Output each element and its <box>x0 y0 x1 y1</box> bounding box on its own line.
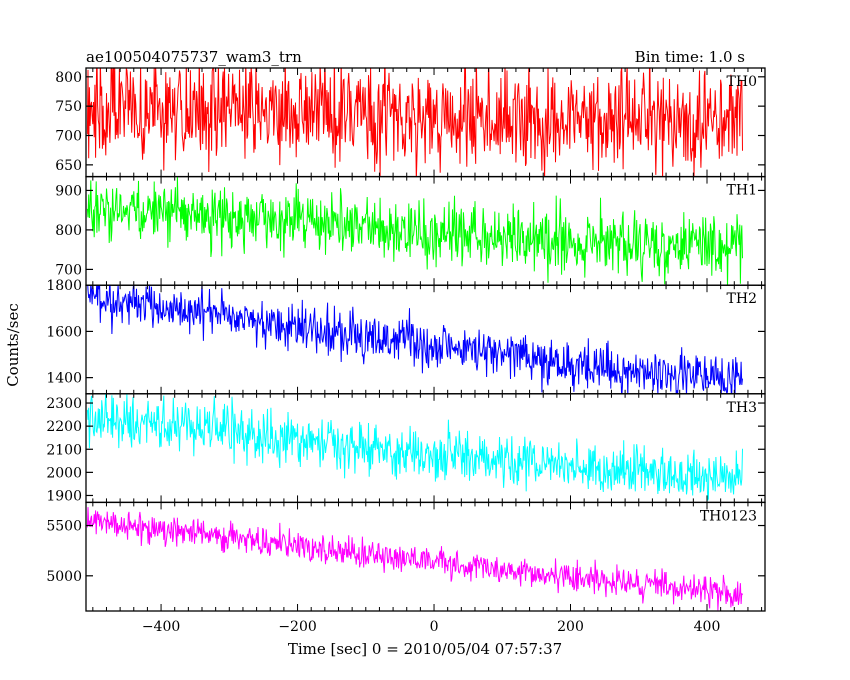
y-tick-label: 750 <box>55 99 82 115</box>
y-tick-label: 1900 <box>46 488 82 504</box>
panel-label-th1: TH1 <box>727 183 757 199</box>
y-tick-label: 700 <box>55 129 82 145</box>
x-tick-label: −400 <box>142 619 180 635</box>
y-tick-label: 2200 <box>46 419 82 435</box>
x-tick-label: 400 <box>694 619 721 635</box>
series-line-th0 <box>86 68 743 177</box>
y-tick-label: 1800 <box>46 278 82 294</box>
x-axis-label: Time [sec] 0 = 2010/05/04 07:57:37 <box>288 640 562 658</box>
panel-th1: 700 800 900 TH1 <box>55 175 766 286</box>
y-tick-label: 650 <box>55 158 82 174</box>
x-tick-label: 200 <box>557 619 584 635</box>
panel-th2: 1400 1600 1800 TH2 <box>46 278 766 395</box>
x-tick-label: 0 <box>430 619 439 635</box>
bin-time-label: Bin time: 1.0 s <box>635 48 745 66</box>
y-tick-label: 2100 <box>46 442 82 458</box>
panel-frame <box>85 284 766 395</box>
y-tick-label: 1600 <box>46 324 82 340</box>
y-tick-label: 900 <box>55 183 82 199</box>
panel-label-th2: TH2 <box>727 291 757 307</box>
x-tick-label: −200 <box>278 619 316 635</box>
series-line-th0123 <box>86 507 743 611</box>
panel-label-th0123: TH0123 <box>700 508 757 524</box>
chart-title: ae100504075737_wam3_trn <box>86 48 302 66</box>
panel-th3: 1900 2000 2100 2200 2300 TH3 <box>46 393 766 504</box>
y-axis-label: Counts/sec <box>4 303 22 387</box>
x-axis: −400 −200 0 200 400 <box>142 619 721 635</box>
y-tick-label: 5000 <box>46 569 82 585</box>
y-tick-label: 5500 <box>46 519 82 535</box>
panel-label-th0: TH0 <box>727 74 757 90</box>
panel-th0123: 5000 5500 TH0123 <box>46 501 766 612</box>
y-tick-label: 800 <box>55 223 82 239</box>
y-tick-label: 800 <box>55 70 82 86</box>
y-tick-label: 2300 <box>46 396 82 412</box>
panel-label-th3: TH3 <box>727 400 757 416</box>
panel-frame <box>85 501 766 612</box>
panels: 650 700 750 800 TH0 700 800 900 TH1 1400 1600 1800 T… <box>46 67 766 612</box>
series-line-th3 <box>86 393 743 501</box>
y-tick-label: 700 <box>55 262 82 278</box>
y-tick-label: 1400 <box>46 371 82 387</box>
y-tick-label: 2000 <box>46 465 82 481</box>
series-line-th1 <box>86 176 743 286</box>
series-line-th2 <box>87 285 743 394</box>
